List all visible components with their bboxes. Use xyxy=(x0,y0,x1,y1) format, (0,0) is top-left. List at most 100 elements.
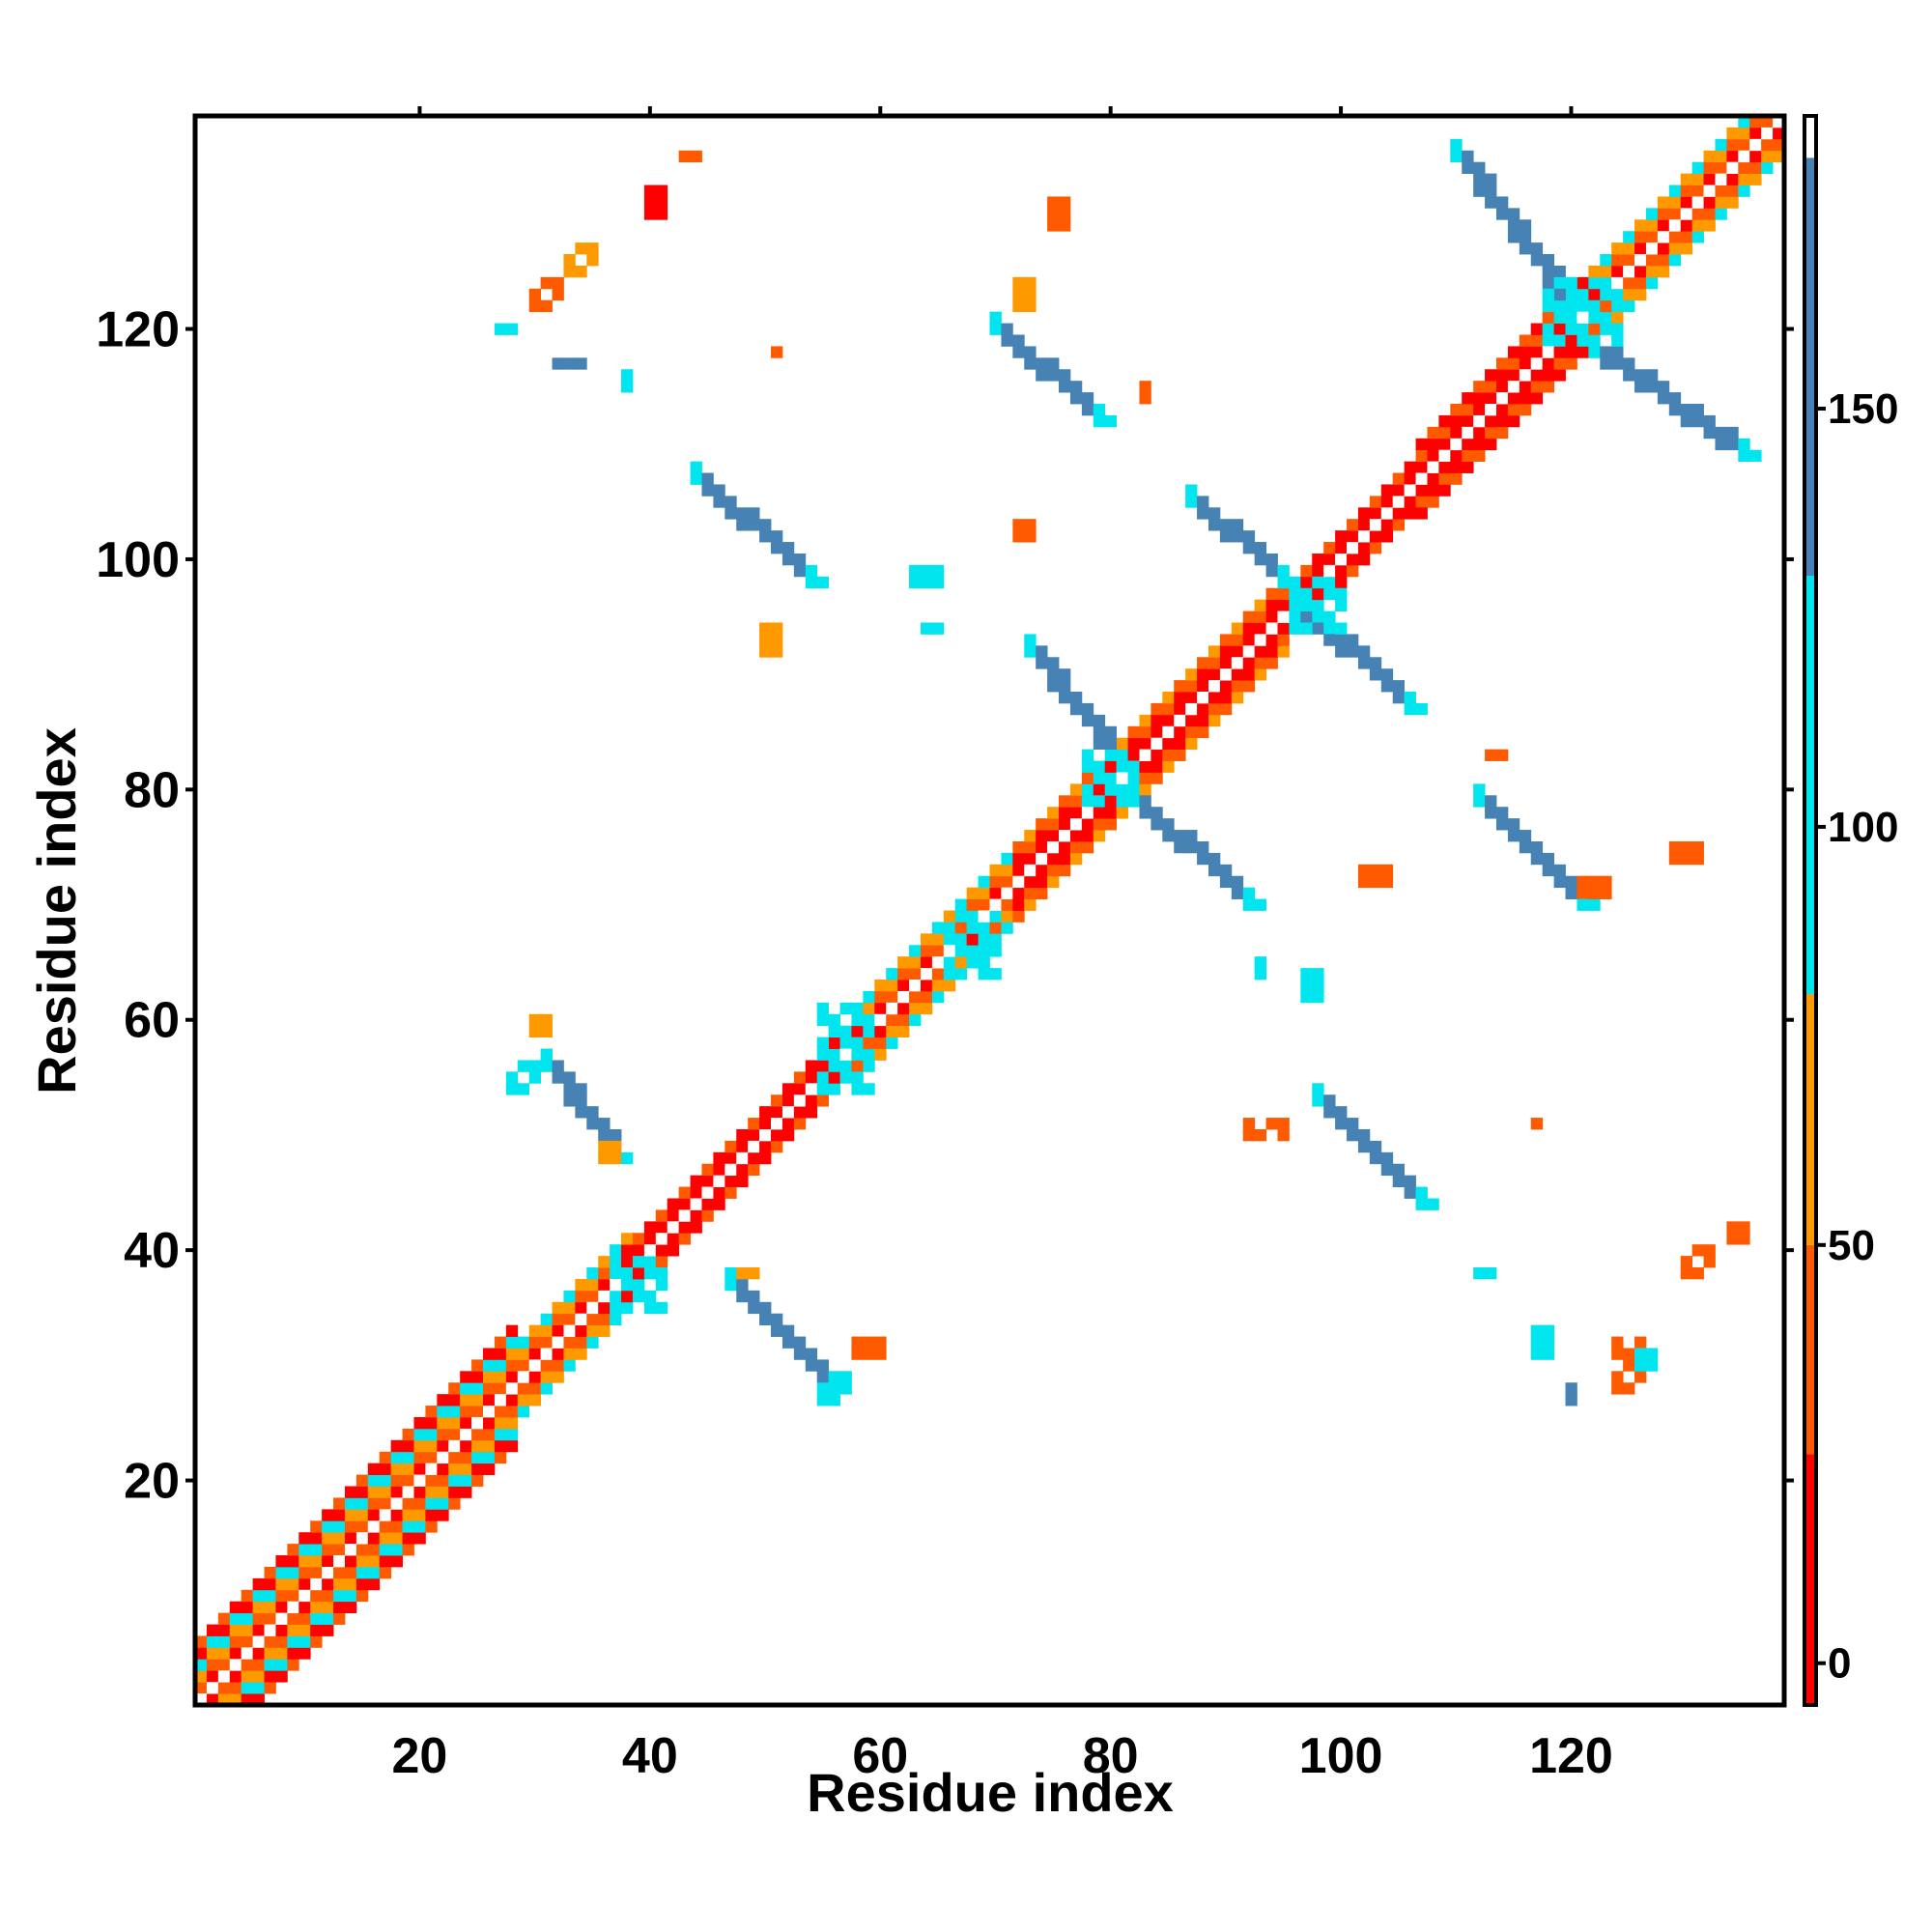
heatmap-cell xyxy=(206,1659,219,1671)
y-tick-label: 80 xyxy=(124,762,180,818)
heatmap-cell xyxy=(1485,795,1497,808)
heatmap-cell xyxy=(954,968,968,980)
heatmap-cell xyxy=(1277,587,1290,601)
heatmap-cell xyxy=(781,1094,795,1107)
heatmap-cell xyxy=(771,1324,783,1337)
heatmap-cell xyxy=(909,945,922,957)
heatmap-cell xyxy=(1773,138,1785,152)
plot-frame xyxy=(192,113,1787,1708)
heatmap-cell xyxy=(1162,692,1175,704)
heatmap-cell xyxy=(1462,161,1474,174)
heatmap-cell xyxy=(1151,725,1163,739)
heatmap-cell xyxy=(586,1267,599,1280)
heatmap-cell xyxy=(483,1406,496,1418)
heatmap-cell xyxy=(1357,864,1371,877)
heatmap-cell xyxy=(1347,1118,1359,1130)
heatmap-cell xyxy=(517,1359,530,1372)
heatmap-cell xyxy=(874,1336,887,1349)
heatmap-cell xyxy=(863,1348,875,1360)
heatmap-cell xyxy=(1611,346,1624,358)
heatmap-cell xyxy=(355,1474,369,1487)
heatmap-cell xyxy=(505,1336,519,1349)
heatmap-cell xyxy=(1530,346,1544,358)
heatmap-cell xyxy=(1047,852,1060,866)
heatmap-cell xyxy=(1012,910,1025,923)
heatmap-cell xyxy=(1542,265,1554,278)
heatmap-cell xyxy=(610,1128,622,1142)
heatmap-cell xyxy=(1657,242,1670,255)
heatmap-cell xyxy=(448,1439,461,1453)
heatmap-cell xyxy=(402,1532,414,1545)
heatmap-cell xyxy=(759,634,772,646)
heatmap-cell xyxy=(839,1060,852,1072)
heatmap-cell xyxy=(1265,564,1278,578)
heatmap-cell xyxy=(229,1624,242,1636)
heatmap-cell xyxy=(1761,150,1774,163)
heatmap-cell xyxy=(1024,288,1037,301)
heatmap-cell xyxy=(1300,980,1313,992)
heatmap-cell xyxy=(1242,611,1256,623)
heatmap-cell xyxy=(1577,887,1589,899)
heatmap-cell xyxy=(897,990,910,1004)
heatmap-cell xyxy=(1415,702,1428,716)
heatmap-cell xyxy=(874,980,887,992)
heatmap-cell xyxy=(1185,484,1198,497)
heatmap-cell xyxy=(1738,161,1750,174)
heatmap-cell xyxy=(989,875,1002,889)
heatmap-cell xyxy=(1565,1382,1577,1395)
heatmap-cell xyxy=(1081,840,1094,854)
y-tick-label: 40 xyxy=(124,1223,180,1279)
heatmap-cell xyxy=(701,1186,714,1199)
heatmap-cell xyxy=(966,945,979,957)
heatmap-cell xyxy=(367,1474,381,1487)
colorbar-band xyxy=(1804,157,1816,577)
heatmap-cell xyxy=(1577,875,1589,889)
heatmap-cell xyxy=(437,1451,449,1464)
heatmap-cell xyxy=(322,1532,334,1545)
heatmap-cell xyxy=(701,1198,714,1210)
heatmap-cell xyxy=(1185,496,1198,508)
heatmap-cell xyxy=(217,1647,231,1660)
heatmap-cell xyxy=(989,945,1002,957)
heatmap-cell xyxy=(1012,346,1025,358)
heatmap-cell xyxy=(1738,185,1750,197)
heatmap-cell xyxy=(1680,173,1693,185)
heatmap-cell xyxy=(1530,334,1544,347)
heatmap-cell xyxy=(540,299,553,313)
heatmap-cell xyxy=(1369,1151,1382,1165)
heatmap-cell xyxy=(540,1359,553,1372)
heatmap-cell xyxy=(505,1406,519,1418)
heatmap-cell xyxy=(805,1060,818,1072)
heatmap-cell xyxy=(241,1601,253,1614)
heatmap-cell xyxy=(828,1060,840,1072)
heatmap-cell xyxy=(1542,864,1554,877)
heatmap-cell xyxy=(287,1589,299,1603)
heatmap-cell xyxy=(610,1151,622,1165)
heatmap-cell xyxy=(344,1520,357,1533)
heatmap-cell xyxy=(1530,852,1544,866)
heatmap-cell xyxy=(1104,737,1118,751)
heatmap-cell xyxy=(1335,1106,1348,1119)
heatmap-cell xyxy=(690,461,702,473)
heatmap-cell xyxy=(1485,438,1497,451)
heatmap-cell xyxy=(552,1324,564,1337)
heatmap-cell xyxy=(759,622,772,635)
heatmap-cell xyxy=(1081,772,1094,784)
heatmap-cell xyxy=(471,1428,484,1441)
heatmap-cell xyxy=(344,1532,357,1545)
heatmap-cell xyxy=(1450,404,1463,416)
heatmap-cell xyxy=(1680,219,1693,232)
heatmap-cell xyxy=(943,933,956,946)
heatmap-cell xyxy=(781,1118,795,1130)
heatmap-cell xyxy=(863,1336,875,1349)
heatmap-cell xyxy=(920,576,933,589)
heatmap-cell xyxy=(874,1037,887,1049)
heatmap-cell xyxy=(586,254,599,267)
heatmap-cell xyxy=(1265,622,1278,635)
heatmap-cell xyxy=(1024,887,1037,899)
heatmap-cell xyxy=(1335,530,1348,543)
heatmap-cell xyxy=(1611,311,1624,324)
heatmap-cell xyxy=(1265,1118,1278,1130)
heatmap-cell xyxy=(1404,507,1416,520)
heatmap-cell xyxy=(1438,414,1451,428)
